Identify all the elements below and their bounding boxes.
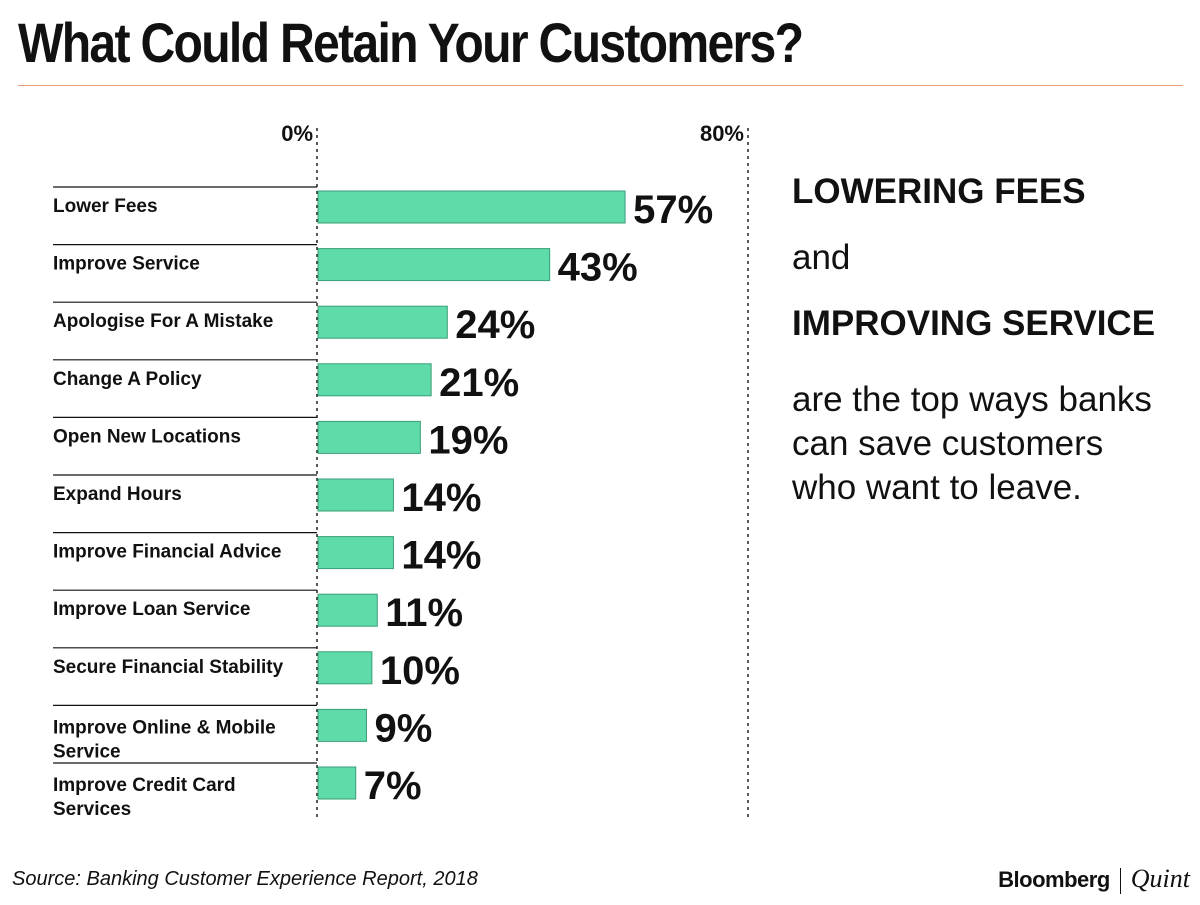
logo-bloomberg: Bloomberg: [998, 867, 1110, 892]
category-label: Lower Fees: [53, 196, 158, 217]
bar: [317, 478, 394, 512]
category-label: Improve Loan Service: [53, 599, 250, 620]
bar: [317, 420, 421, 454]
source-note: Source: Banking Customer Experience Repo…: [12, 868, 478, 890]
bar: [317, 190, 626, 224]
logo-separator: [1119, 868, 1121, 895]
category-label: Secure Financial Stability: [53, 657, 284, 678]
value-label: 11%: [385, 591, 463, 635]
category-label: Improve Credit Card Services: [53, 775, 236, 820]
bar: [317, 305, 448, 339]
callout-body: are the top ways banks can save customer…: [792, 380, 1152, 507]
category-label: Open New Locations: [53, 426, 241, 447]
category-label: Apologise For A Mistake: [53, 311, 273, 332]
bar: [317, 363, 432, 397]
value-label: 10%: [380, 649, 460, 693]
category-label: Improve Service: [53, 254, 200, 275]
category-label: Improve Financial Advice: [53, 542, 281, 563]
value-label: 19%: [428, 418, 508, 462]
category-label: Change A Policy: [53, 369, 202, 390]
value-label: 14%: [401, 534, 481, 578]
value-label: 21%: [439, 361, 519, 405]
category-label: Expand Hours: [53, 484, 182, 505]
x-tick-label-min: 0%: [281, 121, 313, 146]
value-label: 14%: [401, 476, 481, 520]
callout: LOWERING FEES and IMPROVING SERVICE are …: [792, 168, 1172, 510]
callout-highlight-2: IMPROVING SERVICE: [792, 304, 1156, 343]
bar: [317, 651, 373, 685]
bar: [317, 248, 551, 282]
title-divider: [18, 85, 1183, 86]
value-label: 57%: [633, 188, 713, 232]
page-title: What Could Retain Your Customers?: [18, 11, 804, 74]
bar: [317, 766, 357, 800]
logo-quint: Quint: [1130, 864, 1190, 893]
bar: [317, 708, 367, 742]
publisher-logo: Bloomberg Quint: [998, 864, 1190, 895]
bar: [317, 536, 394, 570]
value-label: 24%: [455, 303, 535, 347]
callout-connector: and: [792, 238, 851, 277]
callout-highlight-1: LOWERING FEES: [792, 172, 1086, 211]
value-label: 43%: [558, 246, 638, 290]
bar: [317, 593, 378, 627]
value-label: 7%: [364, 764, 422, 808]
category-label: Improve Online & Mobile Service: [53, 717, 276, 762]
x-tick-label-max: 80%: [700, 121, 744, 146]
value-label: 9%: [374, 706, 432, 750]
